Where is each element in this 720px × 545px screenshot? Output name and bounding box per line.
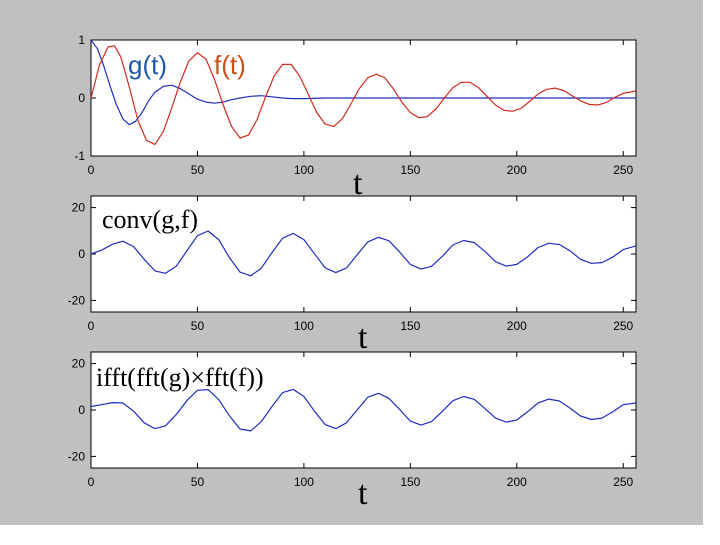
y-tick-label: 20 bbox=[72, 201, 86, 215]
x-tick-label: 150 bbox=[400, 475, 420, 489]
x-tick-label: 50 bbox=[191, 319, 205, 333]
x-tick-label: 100 bbox=[294, 319, 314, 333]
annotation-ifft: ifft(fft(g)×fft(f)) bbox=[96, 363, 264, 392]
x-tick-label: 50 bbox=[191, 475, 205, 489]
panel-3-lines bbox=[90, 388, 637, 432]
x-tick-label: 0 bbox=[88, 319, 95, 333]
y-tick-label: 20 bbox=[72, 357, 86, 371]
x-tick-label: 150 bbox=[400, 319, 420, 333]
x-tick-label: 250 bbox=[613, 163, 633, 177]
panel-2-lines bbox=[90, 230, 637, 277]
y-tick-label: -20 bbox=[68, 293, 86, 307]
x-tick-label: 250 bbox=[613, 319, 633, 333]
panel-1-x-ticks: 0 50 100 150 200 250 bbox=[88, 40, 634, 177]
x-tick-label: 50 bbox=[191, 163, 205, 177]
x-tick-label: 150 bbox=[400, 163, 420, 177]
y-tick-label: 0 bbox=[78, 247, 85, 261]
panel-3-xlabel: t bbox=[358, 475, 368, 512]
x-tick-label: 100 bbox=[294, 475, 314, 489]
panel-2-xlabel: t bbox=[358, 319, 368, 356]
panel-2-y-ticks: -20 0 20 bbox=[68, 201, 636, 307]
x-tick-label: 250 bbox=[613, 475, 633, 489]
panel-3-axes bbox=[90, 351, 637, 469]
panel-1-xlabel: t bbox=[353, 165, 363, 202]
series-gt-line bbox=[90, 39, 636, 126]
y-tick-label: -20 bbox=[68, 449, 86, 463]
x-tick-label: 200 bbox=[507, 163, 527, 177]
panel-3-x-ticks: 0 50 100 150 200 250 bbox=[88, 352, 634, 489]
y-tick-label: 0 bbox=[78, 403, 85, 417]
series-line-3 bbox=[90, 388, 637, 432]
panel-2-x-ticks: 0 50 100 150 200 250 bbox=[88, 196, 634, 333]
panel-1: 0 50 100 150 200 250 -101 g(t) f(t) t bbox=[74, 33, 637, 202]
x-tick-label: 100 bbox=[294, 163, 314, 177]
panel-1-lines bbox=[90, 39, 637, 145]
x-tick-label: 200 bbox=[507, 319, 527, 333]
annotation-f: f(t) bbox=[214, 50, 246, 80]
annotation-conv: conv(g,f) bbox=[102, 205, 198, 234]
series-line-2 bbox=[90, 230, 637, 277]
y-tick-label: 0 bbox=[78, 91, 85, 105]
panel-3-y-ticks: -20 0 20 bbox=[68, 357, 636, 463]
y-tick-label: 1 bbox=[78, 33, 85, 47]
annotation-g: g(t) bbox=[128, 50, 167, 80]
x-tick-label: 0 bbox=[88, 475, 95, 489]
series-ft-line bbox=[90, 45, 637, 145]
x-tick-label: 200 bbox=[507, 475, 527, 489]
y-tick-label: -1 bbox=[74, 149, 85, 163]
x-tick-label: 0 bbox=[88, 163, 95, 177]
